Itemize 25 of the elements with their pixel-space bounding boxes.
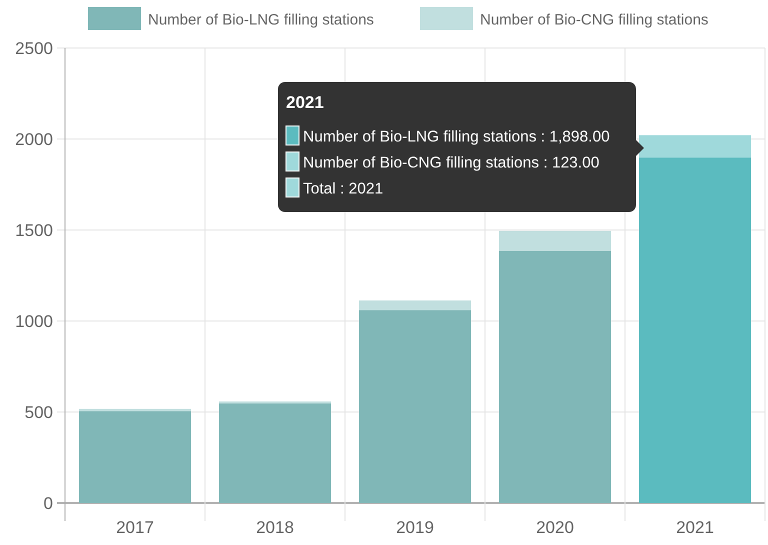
bar <box>359 310 471 503</box>
y-tick-label: 1500 <box>15 220 53 240</box>
y-tick-label: 500 <box>24 402 53 422</box>
annotation: Total : 2021 <box>303 180 384 198</box>
y-tick-label: 2000 <box>15 130 53 149</box>
x-tick-label: 2018 <box>256 518 294 537</box>
bar <box>499 230 611 251</box>
bar <box>79 411 191 503</box>
bar <box>79 408 191 412</box>
y-tick-label: 0 <box>44 494 53 513</box>
bar <box>219 403 331 503</box>
legend-label: Number of Bio-LNG filling stations <box>148 11 374 28</box>
x-tick-label: 2019 <box>396 518 434 537</box>
legend-label: Number of Bio-CNG filling stations <box>480 11 708 28</box>
bar <box>499 250 611 503</box>
bar <box>639 158 751 503</box>
y-tick-label: 1000 <box>15 312 53 331</box>
x-tick-label: 2017 <box>116 518 154 537</box>
x-tick-label: 2020 <box>536 518 574 537</box>
annotation: Number of Bio-CNG filling stations : 123.00 <box>303 154 600 172</box>
annotation: 2021 <box>286 93 324 112</box>
bar <box>359 300 471 310</box>
y-tick-label: 2500 <box>15 38 53 58</box>
x-tick-label: 2021 <box>676 518 714 537</box>
annotation: Number of Bio-LNG filling stations : 1,898.00 <box>303 128 610 146</box>
